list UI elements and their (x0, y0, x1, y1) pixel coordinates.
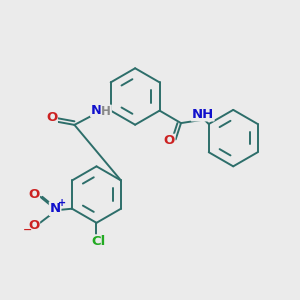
Text: N: N (50, 202, 61, 215)
Text: H: H (101, 105, 111, 118)
Text: O: O (164, 134, 175, 147)
Text: Cl: Cl (92, 235, 106, 248)
Text: O: O (28, 218, 39, 232)
Text: O: O (28, 188, 39, 201)
Text: +: + (58, 198, 66, 208)
Text: NH: NH (192, 108, 214, 121)
Text: N: N (91, 103, 102, 116)
Text: −: − (23, 225, 32, 235)
Text: O: O (46, 111, 57, 124)
